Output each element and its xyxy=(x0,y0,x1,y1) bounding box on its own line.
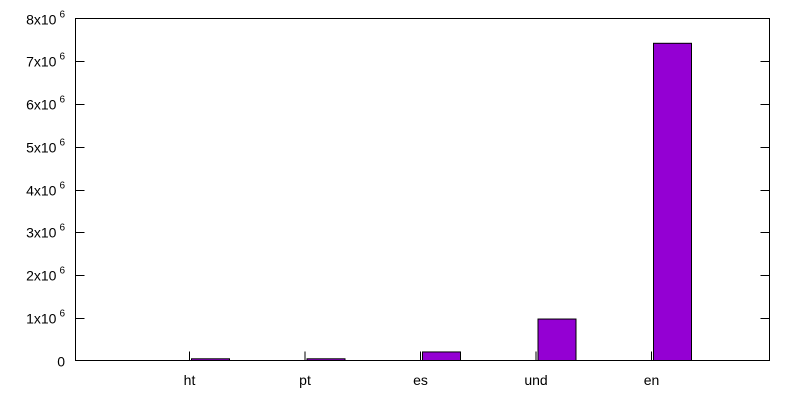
y-tick-label-exponent: 6 xyxy=(59,223,65,234)
y-tick-label: 1x10 6 xyxy=(26,309,65,327)
y-tick-label-base: 7x10 xyxy=(26,54,57,70)
y-tick-label-exponent: 6 xyxy=(59,95,65,106)
y-tick-label-base: 0 xyxy=(57,354,65,370)
y-tick-label: 0 xyxy=(57,354,65,370)
y-tick-label: 2x10 6 xyxy=(26,266,65,284)
bar-en xyxy=(653,42,692,361)
y-tick-label-base: 6x10 xyxy=(26,97,57,113)
x-tick-label-pt: pt xyxy=(299,372,311,388)
y-tick-label-exponent: 6 xyxy=(59,309,65,320)
y-tick-label-exponent: 6 xyxy=(59,181,65,192)
y-tick-label-exponent: 6 xyxy=(59,52,65,63)
y-tick-label-base: 2x10 xyxy=(26,268,57,284)
y-tick-label-base: 5x10 xyxy=(26,140,57,156)
bar-es xyxy=(422,351,461,362)
y-tick-label: 5x10 6 xyxy=(26,138,65,156)
bar-series xyxy=(191,42,692,362)
x-tick-label-und: und xyxy=(524,372,547,388)
y-tick-label-base: 4x10 xyxy=(26,183,57,199)
x-tick-label-ht: ht xyxy=(184,372,196,388)
y-tick-label: 4x10 6 xyxy=(26,181,65,199)
y-tick-label: 7x10 6 xyxy=(26,52,65,70)
y-tick-label: 8x10 6 xyxy=(26,10,65,28)
y-tick-label-base: 8x10 xyxy=(26,12,57,28)
y-tick-label-base: 3x10 xyxy=(26,225,57,241)
bar-und xyxy=(537,318,577,361)
x-tick-label-en: en xyxy=(644,372,660,388)
y-tick-label-exponent: 6 xyxy=(59,10,65,21)
bar-ht xyxy=(191,358,230,362)
bar-pt xyxy=(306,358,346,362)
y-tick-label-base: 1x10 xyxy=(26,311,57,327)
x-axis: ht pt es und en xyxy=(184,351,660,388)
y-tick-label: 6x10 6 xyxy=(26,95,65,113)
y-tick-label-exponent: 6 xyxy=(59,266,65,277)
y-tick-label: 3x10 6 xyxy=(26,223,65,241)
y-tick-label-exponent: 6 xyxy=(59,138,65,149)
x-tick-label-es: es xyxy=(413,372,428,388)
